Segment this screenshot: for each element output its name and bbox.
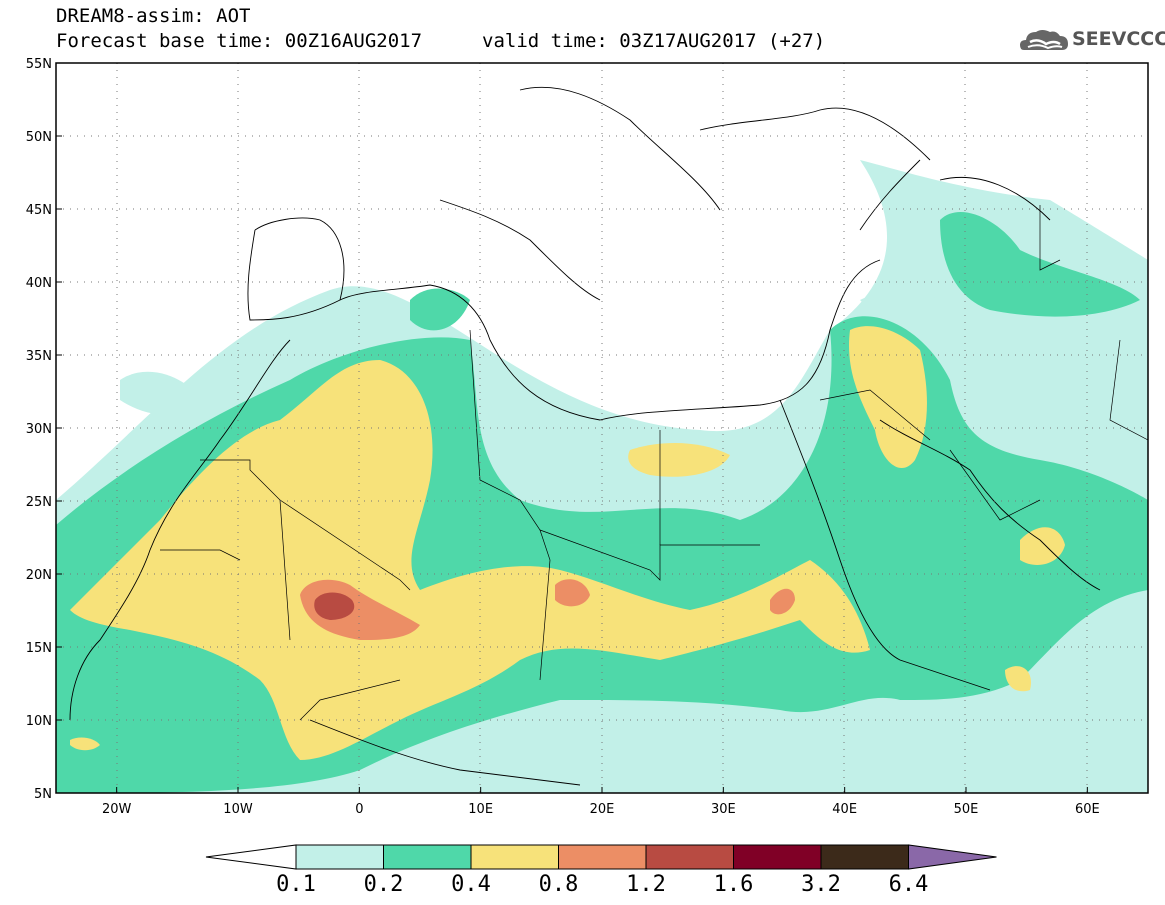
cloud-logo-icon bbox=[1020, 30, 1068, 50]
lat-tick-labels: 55N 50N 45N 40N 35N 30N 25N 20N 15N 10N 5N bbox=[26, 57, 62, 802]
colorbar-swatch bbox=[470, 844, 559, 870]
aot-level-1.2 bbox=[314, 592, 355, 620]
colorbar-swatch bbox=[295, 844, 384, 870]
colorbar-label: 3.2 bbox=[801, 872, 841, 897]
colorbar-swatch bbox=[645, 844, 734, 870]
lat-tick-label: 35N bbox=[26, 349, 52, 364]
lat-tick-label: 40N bbox=[26, 276, 52, 291]
colorbar-label: 1.2 bbox=[626, 872, 666, 897]
lat-tick-label: 45N bbox=[26, 203, 52, 218]
aot-level-0.4 bbox=[70, 326, 1065, 760]
logo-text: SEEVCCC bbox=[1072, 28, 1165, 50]
colorbar-swatch bbox=[558, 844, 647, 870]
valid-time: valid time: 03Z17AUG2017 (+27) bbox=[482, 30, 826, 52]
forecast-base-time: Forecast base time: 00Z16AUG2017 bbox=[56, 30, 423, 52]
lon-tick-label: 60E bbox=[1075, 802, 1100, 817]
colorbar-label: 0.4 bbox=[451, 872, 491, 897]
lon-tick-labels: 20W 10W 0 10E 20E 30E 40E 50E 60E bbox=[102, 787, 1100, 817]
lat-tick-label: 5N bbox=[34, 787, 52, 802]
colorbar-label: 0.8 bbox=[539, 872, 579, 897]
colorbar-below-arrow bbox=[205, 844, 297, 870]
colorbar-label: 0.2 bbox=[364, 872, 404, 897]
colorbar-swatch bbox=[820, 844, 909, 870]
lon-tick-label: 20E bbox=[590, 802, 615, 817]
aot-field bbox=[56, 160, 1148, 793]
colorbar-above-arrow bbox=[908, 844, 997, 870]
lat-tick-label: 30N bbox=[26, 422, 52, 437]
lon-tick-label: 40E bbox=[832, 802, 857, 817]
lat-tick-label: 15N bbox=[26, 641, 52, 656]
colorbar: 0.1 0.2 0.4 0.8 1.2 1.6 3.2 6.4 bbox=[205, 844, 997, 897]
colorbar-label: 6.4 bbox=[889, 872, 929, 897]
lon-tick-label: 50E bbox=[954, 802, 979, 817]
lon-tick-label: 10E bbox=[468, 802, 493, 817]
map-title: DREAM8-assim: AOT bbox=[56, 5, 251, 27]
colorbar-label: 0.1 bbox=[276, 872, 316, 897]
lat-tick-label: 55N bbox=[26, 57, 52, 72]
lat-tick-label: 50N bbox=[26, 130, 52, 145]
lon-tick-label: 10W bbox=[223, 802, 253, 817]
lat-tick-label: 20N bbox=[26, 568, 52, 583]
coastlines bbox=[69, 86, 1101, 786]
colorbar-swatch bbox=[383, 844, 472, 870]
lon-tick-label: 20W bbox=[102, 802, 132, 817]
country-borders bbox=[160, 205, 1148, 721]
lon-tick-label: 0 bbox=[355, 802, 363, 817]
colorbar-label: 1.6 bbox=[714, 872, 754, 897]
lat-tick-label: 25N bbox=[26, 495, 52, 510]
lon-tick-label: 30E bbox=[711, 802, 736, 817]
map-grid bbox=[56, 63, 1148, 793]
lat-tick-label: 10N bbox=[26, 714, 52, 729]
colorbar-swatch bbox=[733, 844, 822, 870]
